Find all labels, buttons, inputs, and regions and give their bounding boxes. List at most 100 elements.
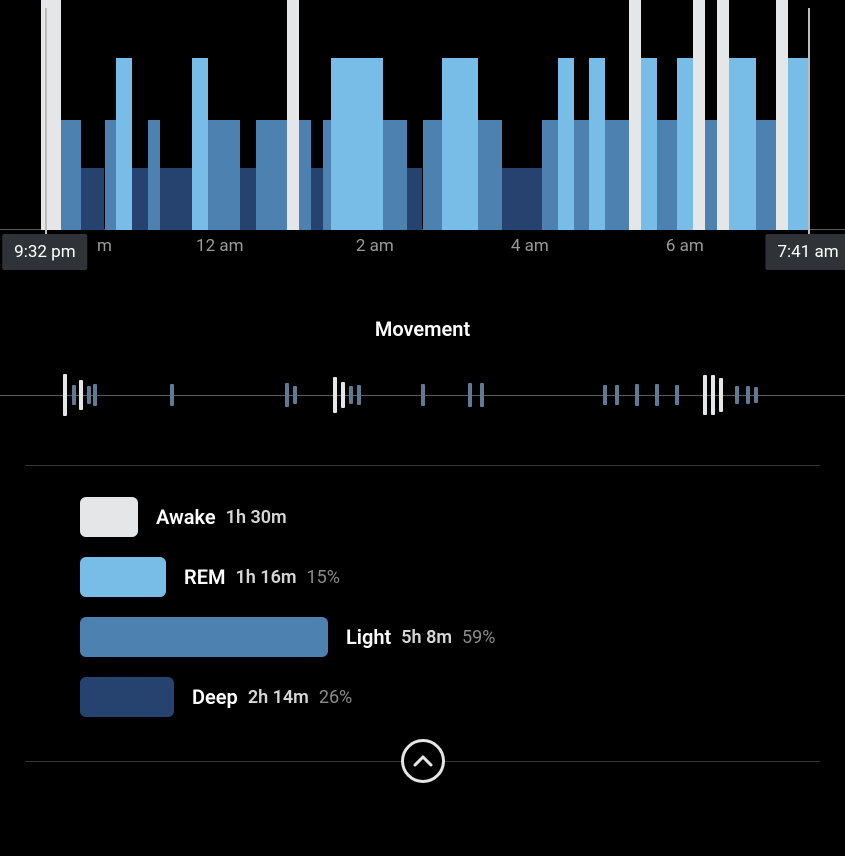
stage-segment-light [299, 120, 311, 230]
stage-segment-rem [116, 58, 132, 231]
movement-tick [735, 386, 739, 404]
legend-label: Deep [192, 685, 238, 709]
movement-title: Movement [0, 317, 845, 341]
stage-segment-light [61, 120, 81, 230]
legend-bar-awake [80, 497, 138, 537]
x-tick: m [97, 236, 112, 256]
movement-tick [285, 383, 289, 407]
stage-segment-awake [287, 0, 299, 230]
movement-tick [703, 375, 707, 415]
movement-tick [675, 385, 679, 405]
movement-chart [25, 365, 820, 425]
legend-label: REM [184, 565, 225, 589]
legend-duration: 1h 30m [226, 507, 287, 528]
movement-section: Movement [0, 317, 845, 425]
expand-row [0, 736, 845, 786]
legend-duration: 5h 8m [401, 627, 452, 648]
stage-segment-rem [788, 58, 808, 231]
stage-segment-awake [629, 0, 641, 230]
stage-segment-rem [331, 58, 383, 231]
stage-segment-light [574, 120, 590, 230]
legend-row-light[interactable]: Light 5h 8m 59% [80, 616, 845, 658]
legend-percent: 26% [319, 687, 352, 708]
stage-segment-awake [776, 0, 788, 230]
movement-tick [615, 385, 619, 405]
movement-tick [655, 384, 659, 406]
stage-legend: Awake 1h 30m REM 1h 16m 15% Light 5h 8m 59% Deep… [80, 496, 845, 718]
movement-tick [79, 380, 83, 410]
stage-segment-rem [677, 58, 693, 231]
stage-segment-deep [407, 168, 423, 230]
stage-segment-light [208, 120, 240, 230]
movement-tick [333, 377, 337, 413]
end-time-badge: 7:41 am [765, 234, 845, 270]
expand-button[interactable] [401, 739, 445, 783]
legend-bar-light [80, 617, 328, 657]
movement-tick [349, 386, 353, 404]
legend-bar-rem [80, 557, 166, 597]
movement-tick [341, 382, 345, 408]
movement-tick [719, 378, 723, 412]
stage-segment-light [423, 120, 443, 230]
legend-percent: 15% [307, 567, 340, 588]
start-marker-line [45, 8, 47, 234]
sleep-detail-screen: m12 am2 am4 am6 am 9:32 pm 7:41 am Movem… [0, 0, 845, 856]
movement-tick [603, 385, 607, 405]
chevron-up-icon [413, 755, 433, 767]
stage-segment-awake [693, 0, 705, 230]
movement-tick [63, 374, 67, 416]
legend-label: Awake [156, 505, 216, 529]
legend-row-rem[interactable]: REM 1h 16m 15% [80, 556, 845, 598]
stage-segment-awake [41, 0, 61, 230]
stage-segment-awake [717, 0, 729, 230]
stage-segment-light [705, 120, 717, 230]
stage-segment-light [383, 120, 407, 230]
legend-row-deep[interactable]: Deep 2h 14m 26% [80, 676, 845, 718]
movement-tick [754, 387, 758, 403]
stage-segment-deep [240, 168, 256, 230]
movement-tick [480, 383, 484, 407]
stage-segment-rem [589, 58, 605, 231]
movement-tick [421, 384, 425, 406]
stage-segment-rem [442, 58, 478, 231]
legend-percent: 59% [462, 627, 495, 648]
movement-tick [711, 375, 715, 415]
stage-segment-light [605, 120, 629, 230]
legend-duration: 1h 16m [235, 567, 296, 588]
stage-segment-light [148, 120, 160, 230]
movement-tick [746, 386, 750, 404]
stage-segment-light [657, 120, 677, 230]
movement-tick [635, 384, 639, 406]
stage-segment-rem [558, 58, 574, 231]
stage-segment-light [323, 120, 331, 230]
movement-tick [468, 383, 472, 407]
movement-tick [87, 386, 91, 404]
legend-label: Light [346, 625, 391, 649]
movement-tick [170, 384, 174, 406]
stage-segment-light [542, 120, 558, 230]
legend-row-awake[interactable]: Awake 1h 30m [80, 496, 845, 538]
movement-tick [357, 385, 361, 405]
stage-segment-light [256, 120, 288, 230]
stage-segment-deep [160, 168, 192, 230]
stage-segment-rem [192, 58, 208, 231]
movement-tick [93, 384, 97, 406]
stage-segment-deep [502, 168, 542, 230]
stage-segment-deep [81, 168, 105, 230]
section-divider [25, 465, 820, 466]
legend-duration: 2h 14m [248, 687, 309, 708]
legend-bar-deep [80, 677, 174, 717]
movement-tick [72, 385, 76, 405]
sleep-stage-chart: m12 am2 am4 am6 am 9:32 pm 7:41 am [25, 0, 820, 255]
x-tick: 2 am [356, 236, 394, 256]
stage-segment-deep [311, 168, 323, 230]
stage-segment-deep [132, 168, 148, 230]
stage-segment-light [105, 120, 117, 230]
movement-tick [293, 386, 297, 404]
x-tick: 4 am [511, 236, 549, 256]
stage-segment-light [478, 120, 502, 230]
start-time-badge: 9:32 pm [2, 234, 87, 270]
stage-segment-rem [729, 58, 757, 231]
end-marker-line [808, 8, 810, 234]
x-tick: 12 am [196, 236, 243, 256]
